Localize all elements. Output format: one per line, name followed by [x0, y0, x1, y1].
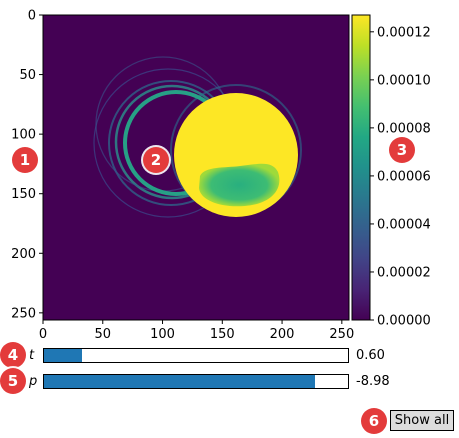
x-tick-label: 200	[270, 327, 295, 342]
y-tick-label: 200	[11, 247, 36, 262]
inner-blob	[199, 163, 280, 207]
x-axis: 0 50 100 150 200 250	[39, 320, 354, 342]
x-tick-label: 150	[210, 327, 235, 342]
x-tick-label: 250	[329, 327, 354, 342]
slider-p[interactable]	[43, 374, 349, 389]
y-tick-label: 100	[11, 128, 36, 143]
colorbar	[351, 14, 371, 321]
y-tick-label: 50	[19, 68, 36, 83]
marker-2: 2	[143, 147, 169, 173]
colorbar-tick-label: 0.00012	[377, 25, 431, 40]
colorbar-tick-label: 0.00010	[377, 73, 431, 88]
marker-4: 4	[0, 342, 26, 368]
marker-6: 6	[361, 408, 387, 434]
colorbar-axis: 0.00000 0.00002 0.00004 0.00006 0.00008 0.000…	[370, 25, 431, 329]
y-tick-label: 250	[11, 306, 36, 321]
plot-frame	[42, 14, 350, 321]
y-axis: 0 50 100 150 200 250	[11, 9, 43, 321]
x-tick-label: 100	[150, 327, 175, 342]
colorbar-tick-label: 0.00006	[377, 169, 431, 184]
marker-5: 5	[0, 368, 26, 394]
colorbar-tick-label: 0.00008	[377, 121, 431, 136]
colorbar-tick-label: 0.00004	[377, 217, 431, 232]
colorbar-tick-label: 0.00002	[377, 265, 431, 280]
slider-t-value: 0.60	[356, 348, 385, 363]
slider-t-label: t	[29, 348, 35, 363]
x-tick-label: 50	[94, 327, 111, 342]
slider-p-label: p	[29, 374, 38, 389]
x-tick-label: 0	[39, 327, 47, 342]
colorbar-tick-label: 0.00000	[377, 314, 431, 329]
heatmap-image	[43, 15, 349, 320]
y-tick-label: 0	[28, 9, 36, 24]
y-tick-label: 150	[11, 187, 36, 202]
slider-t-fill	[44, 349, 82, 362]
slider-p-fill	[44, 375, 315, 388]
show-all-button[interactable]: Show all	[390, 410, 454, 431]
marker-1: 1	[12, 147, 38, 173]
slider-t[interactable]	[43, 348, 349, 363]
slider-p-value: -8.98	[356, 374, 390, 389]
marker-3: 3	[389, 137, 415, 163]
